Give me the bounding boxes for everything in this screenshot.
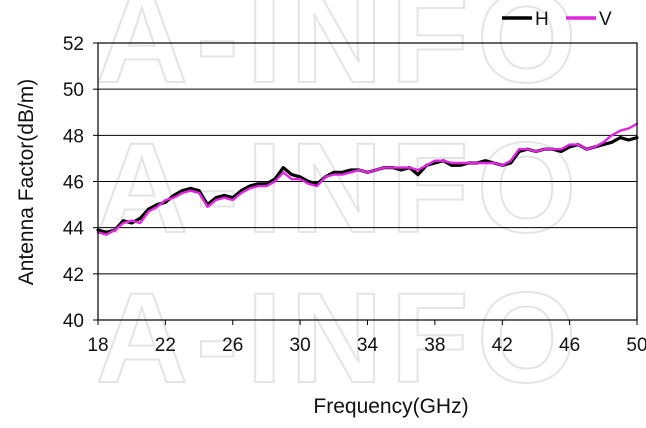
x-axis-title: Frequency(GHz) xyxy=(313,395,468,418)
grid-layer xyxy=(98,88,637,275)
y-tick-label-46: 46 xyxy=(63,173,84,194)
x-tick-label-26: 26 xyxy=(222,335,243,356)
x-tick-label-50: 50 xyxy=(626,335,646,356)
y-tick-label-42: 42 xyxy=(63,265,84,286)
y-tick-label-48: 48 xyxy=(63,126,84,147)
legend-label-v: V xyxy=(599,9,612,30)
x-tick-labels: 18 22 26 30 34 38 42 46 50 xyxy=(87,335,646,356)
series-line-v xyxy=(96,122,639,236)
x-tick-label-46: 46 xyxy=(559,335,580,356)
legend-label-h: H xyxy=(535,9,549,30)
watermark-text-middle: A-INFO xyxy=(96,117,585,260)
x-tick-label-34: 34 xyxy=(357,335,379,356)
watermark-layer: A-INFO A-INFO A-INFO xyxy=(95,0,585,411)
y-tick-labels: 40 42 44 46 48 50 52 xyxy=(63,34,85,332)
x-tick-label-30: 30 xyxy=(290,335,311,356)
y-tick-label-40: 40 xyxy=(63,311,84,332)
plot-frame-layer xyxy=(93,42,638,325)
y-tick-label-52: 52 xyxy=(63,34,84,55)
y-tick-label-50: 50 xyxy=(63,80,84,101)
watermark-text-top: A-INFO xyxy=(96,0,585,110)
x-tick-label-42: 42 xyxy=(492,335,513,356)
watermark-text-bottom: A-INFO xyxy=(96,267,585,410)
y-axis-title: Antenna Factor(dB/m) xyxy=(15,79,38,286)
y-tick-label-44: 44 xyxy=(63,219,85,240)
series-layer xyxy=(96,122,639,236)
x-tick-label-18: 18 xyxy=(87,335,108,356)
x-tick-label-38: 38 xyxy=(424,335,445,356)
x-tick-label-22: 22 xyxy=(155,335,176,356)
